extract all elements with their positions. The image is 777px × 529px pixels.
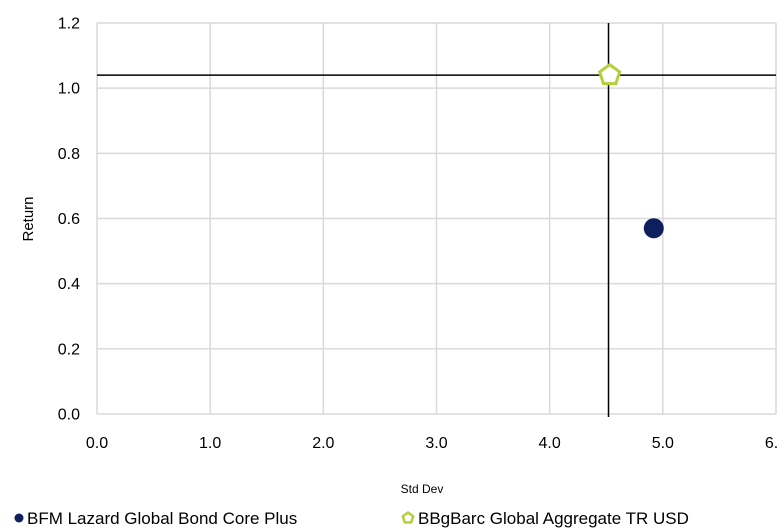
y-tick-label: 1.2: [58, 16, 80, 33]
y-tick-label: 0.0: [58, 407, 80, 424]
data-point-fund: [643, 218, 664, 239]
x-tick-label: 6.0: [765, 435, 777, 452]
x-tick-label: 2.0: [312, 435, 334, 452]
x-tick-label: 4.0: [539, 435, 561, 452]
y-tick-label: 0.8: [58, 146, 80, 163]
legend-item-benchmark: BBgBarc Global Aggregate TR USD: [401, 509, 689, 528]
data-points: [597, 62, 664, 239]
legend-label-benchmark: BBgBarc Global Aggregate TR USD: [418, 509, 689, 528]
x-tick-label: 5.0: [652, 435, 674, 452]
gridlines: [97, 22, 777, 414]
data-point-benchmark: [597, 62, 622, 86]
y-tick-label: 0.2: [58, 341, 80, 358]
reference-lines: [97, 23, 776, 417]
y-axis-title: Return: [20, 196, 37, 241]
x-tick-label: 1.0: [199, 435, 221, 452]
y-tick-label: 0.4: [58, 276, 80, 293]
legend-marker-benchmark: [401, 510, 415, 524]
legend-marker-fund: [14, 513, 24, 523]
tick-labels: 0.0 1.0 2.0 3.0 4.0 5.0 6.0 0.0 0.2 0.4 0.6 0.8 1.0 1…: [58, 16, 777, 453]
y-tick-label: 0.6: [58, 211, 80, 228]
legend-item-fund: BFM Lazard Global Bond Core Plus: [14, 509, 297, 528]
legend: BFM Lazard Global Bond Core Plus BBgBarc…: [14, 509, 689, 528]
x-tick-label: 3.0: [425, 435, 447, 452]
x-axis-title: Std Dev: [401, 482, 444, 496]
legend-label-fund: BFM Lazard Global Bond Core Plus: [27, 509, 297, 528]
x-tick-label: 0.0: [86, 435, 108, 452]
axis-lines: [96, 23, 776, 415]
y-tick-label: 1.0: [58, 81, 80, 98]
